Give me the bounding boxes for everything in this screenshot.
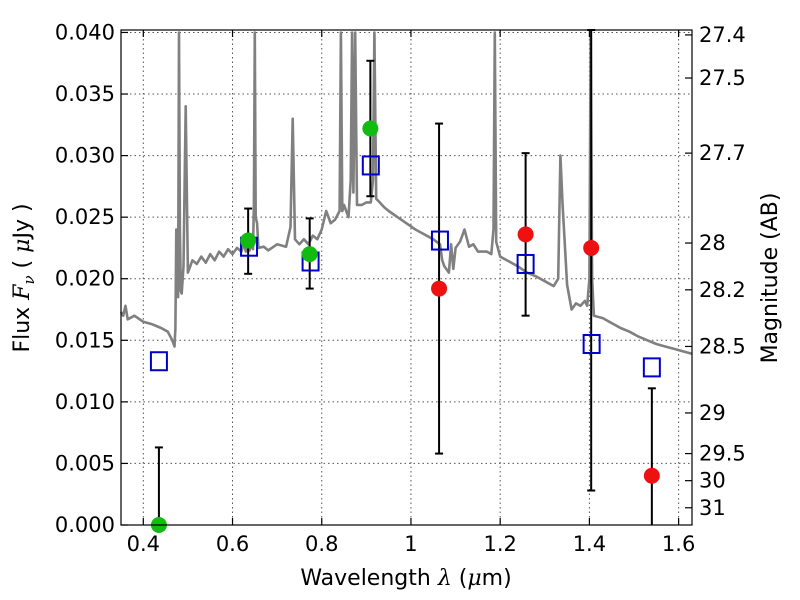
- y-tick-label: 0.025: [55, 205, 115, 229]
- x-axis-label: Wavelength λ (μm): [300, 566, 511, 591]
- y2-tick-label: 29: [699, 401, 726, 425]
- model-square-marker: [642, 357, 661, 378]
- spectrum-path: [119, 31, 693, 356]
- y-tick-label: 0.040: [55, 20, 115, 44]
- model-square-marker: [149, 351, 168, 372]
- y2-tick-label: 27.7: [699, 141, 746, 165]
- y2-tick-label: 31: [699, 496, 726, 520]
- x-tick-label: 1.2: [483, 532, 516, 556]
- x-tick-label: 0.6: [216, 532, 249, 556]
- x-tick-label: 1.6: [662, 532, 695, 556]
- y2-tick-label: 28: [699, 231, 726, 255]
- model-squares: [149, 155, 661, 378]
- x-tick-label: 0.8: [305, 532, 338, 556]
- y2-tick-label: 29.5: [699, 442, 746, 466]
- y2-tick-label: 28.2: [699, 278, 746, 302]
- red-data-point: [431, 280, 448, 297]
- y2-tick-label: 27.4: [699, 23, 746, 47]
- x-tick-label: 1: [404, 532, 417, 556]
- y-tick-label: 0.035: [55, 82, 115, 106]
- y-tick-label: 0.005: [55, 451, 115, 475]
- model-square-marker: [516, 253, 535, 274]
- green-data-point: [362, 120, 379, 137]
- y2-tick-label: 28.5: [699, 334, 746, 358]
- model-square-marker: [582, 333, 601, 354]
- grid-lines: [121, 30, 692, 526]
- y-axis-label: Flux Fν ( μJy ): [10, 203, 38, 352]
- green-data-point: [301, 246, 318, 263]
- y-tick-label: 0.000: [55, 513, 115, 537]
- axis-ticks: 0.4 0.6 0.8 1 1.2 1.4 1.6 0.000 0.005 0.010 0.015 0…: [55, 20, 746, 556]
- y-tick-label: 0.020: [55, 267, 115, 291]
- x-tick-label: 0.4: [127, 532, 160, 556]
- model-square-marker: [361, 155, 380, 176]
- green-data-point: [240, 232, 257, 249]
- plot-frame: [120, 29, 693, 526]
- red-data-point: [517, 226, 534, 243]
- y2-tick-label: 30: [699, 469, 726, 493]
- data-points: [150, 120, 660, 533]
- y-tick-label: 0.010: [55, 390, 115, 414]
- red-data-point: [583, 239, 600, 256]
- x-tick-label: 1.4: [573, 532, 606, 556]
- red-data-point: [643, 467, 660, 484]
- y2-axis-label: Magnitude (AB): [758, 193, 783, 364]
- y2-tick-label: 27.5: [699, 66, 746, 90]
- y-tick-label: 0.030: [55, 144, 115, 168]
- spectrum-line: [119, 31, 693, 356]
- model-square-marker: [430, 230, 449, 251]
- y-tick-label: 0.015: [55, 328, 115, 352]
